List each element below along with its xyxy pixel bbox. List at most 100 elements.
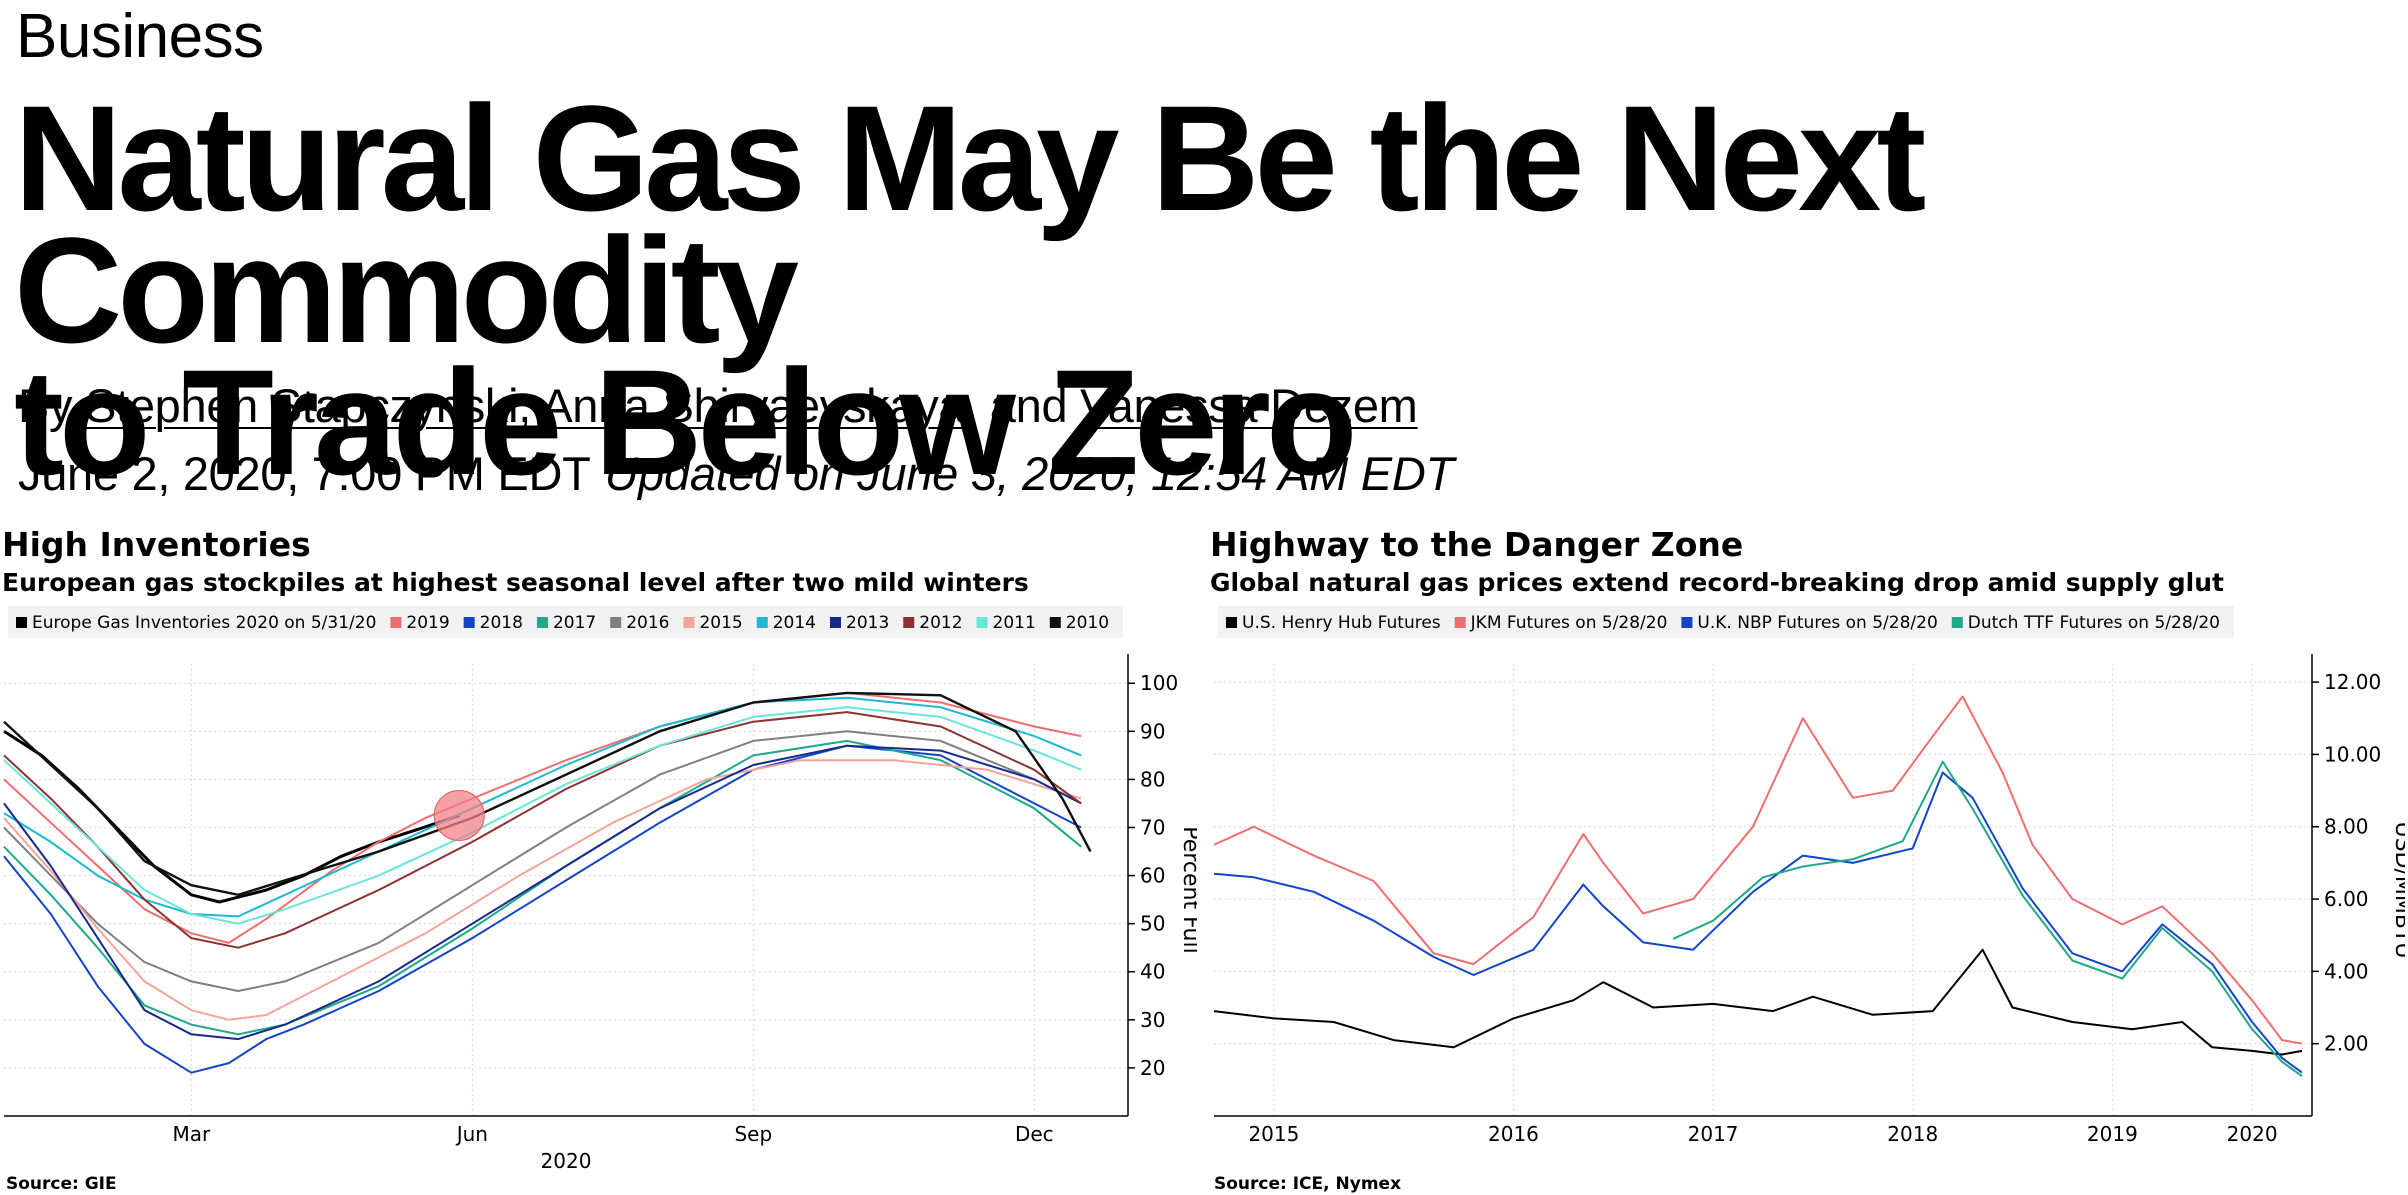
x-tick-label: 2015: [1248, 1122, 1299, 1146]
chart-legend: Europe Gas Inventories 2020 on 5/31/20 20…: [8, 606, 1124, 638]
y-axis-label: Percent Full: [1178, 826, 1197, 953]
x-tick-label: 2019: [2087, 1122, 2138, 1146]
series-line: [3, 706, 1082, 925]
legend-entry: 2010: [1066, 613, 1109, 633]
published-date: June 2, 2020, 7:00 PM EDT: [18, 447, 591, 500]
series-line: [3, 730, 1082, 992]
legend-swatch: [1226, 617, 1237, 628]
legend-swatch: [610, 617, 622, 628]
series-line: [3, 696, 1082, 918]
series-line: [1213, 771, 2303, 1074]
y-tick-label: 100: [1140, 671, 1178, 695]
series-line: [3, 739, 1082, 1036]
series-line: [1213, 948, 2303, 1056]
legend-entry: Dutch TTF Futures on 5/28/20: [1968, 613, 2220, 633]
legend-swatch: [463, 617, 475, 628]
y-tick-label: 80: [1140, 767, 1165, 791]
x-tick-label: Sep: [734, 1122, 772, 1146]
y-tick-label: 8.00: [2324, 815, 2369, 839]
series-line: [1672, 760, 2303, 1078]
chart-high-inventories: High Inventories European gas stockpiles…: [2, 528, 1197, 1195]
x-tick-label: 2016: [1488, 1122, 1539, 1146]
highlight-marker: [433, 789, 485, 841]
byline-prefix: By: [18, 379, 73, 432]
legend-entry: 2014: [773, 613, 816, 633]
series-line: [1213, 695, 2303, 1045]
series-line: [3, 759, 1082, 1021]
y-tick-label: 6.00: [2324, 887, 2369, 911]
headline-line-1: Natural Gas May Be the Next Commodity: [14, 74, 1926, 374]
x-year-label: 2020: [541, 1149, 592, 1173]
legend-swatch: [903, 617, 915, 628]
y-tick-label: 10.00: [2324, 742, 2381, 766]
legend-entry: 2016: [626, 613, 669, 633]
updated-date: Updated on June 3, 2020, 12:54 AM EDT: [604, 447, 1455, 500]
chart-legend: U.S. Henry Hub Futures JKM Futures on 5/2…: [1218, 606, 2235, 638]
legend-swatch: [536, 617, 548, 628]
legend-swatch: [1049, 617, 1061, 628]
x-tick-label: 2017: [1688, 1122, 1739, 1146]
y-tick-label: 50: [1140, 912, 1165, 936]
series-line: [3, 711, 1082, 949]
chart-source: Source: ICE, Nymex: [1214, 1174, 1402, 1194]
legend-swatch: [683, 617, 695, 628]
chart-danger-zone: Highway to the Danger Zone Global natura…: [1210, 528, 2405, 1195]
y-tick-label: 20: [1140, 1056, 1165, 1080]
section-label[interactable]: Business: [16, 2, 264, 71]
legend-entry: JKM Futures on 5/28/20: [1470, 613, 1668, 633]
y-tick-label: 2.00: [2324, 1032, 2369, 1056]
byline-separator: , and: [964, 379, 1068, 432]
legend-entry: 2019: [406, 613, 449, 633]
x-tick-label: Mar: [172, 1122, 211, 1146]
legend-entry: 2012: [919, 613, 962, 633]
y-tick-label: 12.00: [2324, 670, 2381, 694]
legend-swatch: [976, 617, 988, 628]
series-line: [3, 730, 460, 904]
x-tick-label: Dec: [1015, 1122, 1054, 1146]
legend-background: [8, 606, 1124, 638]
legend-background: [1218, 606, 2235, 638]
legend-entry: 2011: [993, 613, 1036, 633]
legend-swatch: [1951, 617, 1963, 628]
y-tick-label: 30: [1140, 1008, 1165, 1032]
y-tick-label: 40: [1140, 960, 1165, 984]
byline: By Stephen Stapczynski, Anna Shiryaevska…: [18, 382, 1418, 429]
chart-title: Highway to the Danger Zone: [1210, 525, 1744, 564]
chart-plot-inventories: 20 30 40 50 60 70 80 90 100 Mar Jun Sep Dec 2020 Perce…: [3, 606, 1197, 1173]
legend-swatch: [390, 617, 402, 628]
y-tick-label: 60: [1140, 864, 1165, 888]
legend-swatch: [1454, 617, 1466, 628]
chart-source: Source: GIE: [6, 1174, 117, 1194]
x-tick-label: 2018: [1887, 1122, 1938, 1146]
chart-subtitle: Global natural gas prices extend record-…: [1210, 568, 2224, 597]
headline-line-2: to Trade Below Zero: [14, 338, 1358, 506]
chart-plot-prices: 2.00 4.00 6.00 8.00 10.00 12.00 2015 2016 2017 20…: [1213, 606, 2405, 1146]
chart-subtitle: European gas stockpiles at highest seaso…: [2, 568, 1029, 597]
x-tick-label: Jun: [455, 1122, 488, 1146]
legend-swatch: [830, 617, 841, 628]
y-tick-label: 4.00: [2324, 959, 2369, 983]
chart-title: High Inventories: [2, 525, 311, 564]
byline-separator: ,: [518, 379, 532, 432]
legend-swatch: [1681, 617, 1693, 628]
legend-entry: U.S. Henry Hub Futures: [1242, 613, 1441, 633]
legend-entry: 2013: [846, 613, 889, 633]
author-link-3[interactable]: Vanessa Dezem: [1080, 379, 1418, 432]
y-tick-label: 90: [1140, 719, 1165, 743]
y-axis-label: USD/MMBTU: [2390, 821, 2405, 958]
author-link-2[interactable]: Anna Shiryaevskaya: [541, 379, 965, 432]
legend-swatch: [756, 617, 768, 628]
legend-entry: U.K. NBP Futures on 5/28/20: [1697, 613, 1937, 633]
x-tick-label: 2020: [2227, 1122, 2278, 1146]
author-link-1[interactable]: Stephen Stapczynski: [85, 379, 519, 432]
legend-entry: 2017: [553, 613, 596, 633]
y-tick-label: 70: [1140, 815, 1165, 839]
series-line: [3, 744, 1082, 1074]
legend-entry: 2015: [699, 613, 742, 633]
headline: Natural Gas May Be the Next Commodity to…: [14, 74, 2404, 506]
legend-entry: 2018: [480, 613, 523, 633]
legend-swatch: [16, 617, 27, 628]
legend-entry: Europe Gas Inventories 2020 on 5/31/20: [32, 613, 376, 633]
dateline: June 2, 2020, 7:00 PM EDT Updated on June…: [18, 450, 1454, 497]
series-line: [3, 744, 1082, 1041]
